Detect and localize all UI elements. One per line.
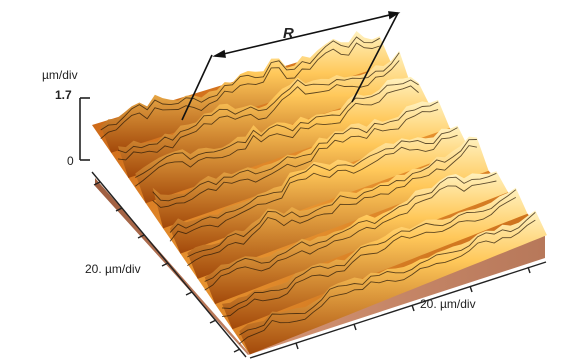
surface-ridges: [100, 31, 547, 355]
contour-line: [169, 127, 458, 233]
contour-line: [221, 197, 517, 318]
x-axis-label: 20. µm/div: [420, 297, 476, 311]
contour-line: [100, 36, 380, 131]
contour-line: [204, 180, 497, 291]
surface-ridge-row: [152, 99, 450, 229]
x-axis: [249, 261, 547, 359]
contour-lines: [100, 36, 536, 345]
surface-ridge-row: [222, 187, 528, 330]
surface-ridge-row: [170, 125, 470, 254]
r-scale-bracket: [181, 11, 401, 121]
contour-line: [239, 219, 536, 345]
z-axis-min-label: 0: [67, 154, 74, 168]
surface-ridge-row: [187, 136, 489, 279]
contour-line: [169, 134, 458, 242]
y-axis-label: 20. µm/div: [85, 262, 141, 276]
r-label: R: [283, 25, 294, 42]
contour-line: [204, 172, 497, 282]
contour-line: [117, 52, 400, 154]
contour-line: [152, 101, 439, 202]
contour-line: [152, 109, 439, 208]
surface-ridge-row: [118, 50, 411, 178]
contour-line: [221, 189, 517, 309]
contour-line: [135, 79, 419, 178]
contour-line: [100, 42, 380, 140]
contour-line: [187, 145, 477, 267]
contour-line: [239, 212, 536, 336]
contour-line: [117, 60, 400, 161]
surface-ridge-row: [135, 76, 431, 204]
contour-line: [187, 139, 477, 258]
contour-line: [135, 85, 419, 187]
y-axis: [91, 171, 247, 358]
z-axis: [79, 97, 90, 161]
z-axis-max-label: 1.7: [55, 88, 72, 102]
surface-ridge-row: [100, 31, 392, 153]
surface-ridge-row: [239, 210, 547, 355]
z-axis-unit-label: µm/div: [42, 68, 78, 82]
surface-ridge-row: [204, 171, 509, 305]
